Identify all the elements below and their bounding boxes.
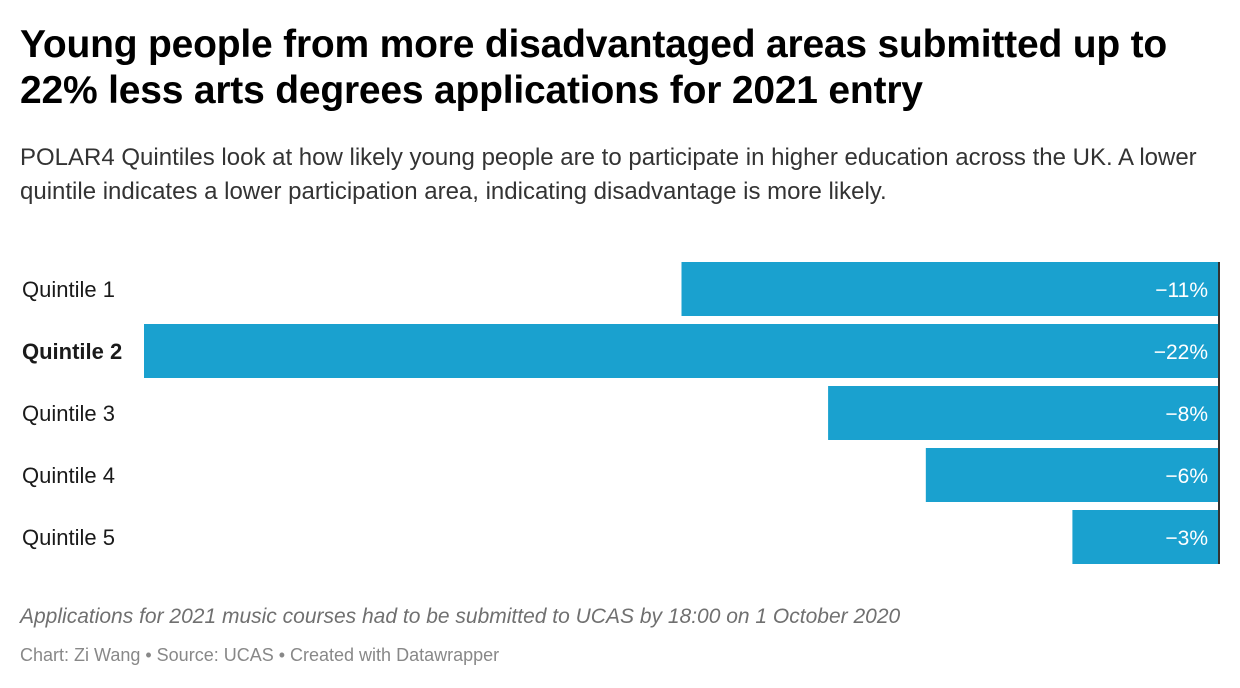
bar-1 <box>681 262 1219 316</box>
bar-4 <box>925 448 1219 502</box>
value-label-3: −8% <box>1165 403 1208 426</box>
chart-byline: Chart: Zi Wang • Source: UCAS • Created … <box>20 645 500 665</box>
bar-chart: Quintile 1 −11% Quintile 2 −22% Quintile 3 −8… <box>0 255 1240 575</box>
category-label-1: Quintile 1 <box>22 277 115 302</box>
value-label-4: −6% <box>1165 465 1208 488</box>
bar-chart-svg: Quintile 1 −11% Quintile 2 −22% Quintile 3 −8… <box>22 262 1220 564</box>
category-label-2: Quintile 2 <box>22 339 122 364</box>
bar-2 <box>144 324 1219 378</box>
category-label-3: Quintile 3 <box>22 401 115 426</box>
category-label-5: Quintile 5 <box>22 525 115 550</box>
chart-notes: Applications for 2021 music courses had … <box>20 605 901 628</box>
value-label-2: −22% <box>1154 341 1208 364</box>
value-label-5: −3% <box>1165 527 1208 550</box>
chart-title: Young people from more disadvantaged are… <box>20 23 1168 112</box>
chart-subtitle: POLAR4 Quintiles look at how likely youn… <box>20 144 1197 205</box>
value-label-1: −11% <box>1155 279 1208 302</box>
bar-3 <box>828 386 1219 440</box>
category-label-4: Quintile 4 <box>22 463 115 488</box>
bar-5 <box>1072 510 1219 564</box>
